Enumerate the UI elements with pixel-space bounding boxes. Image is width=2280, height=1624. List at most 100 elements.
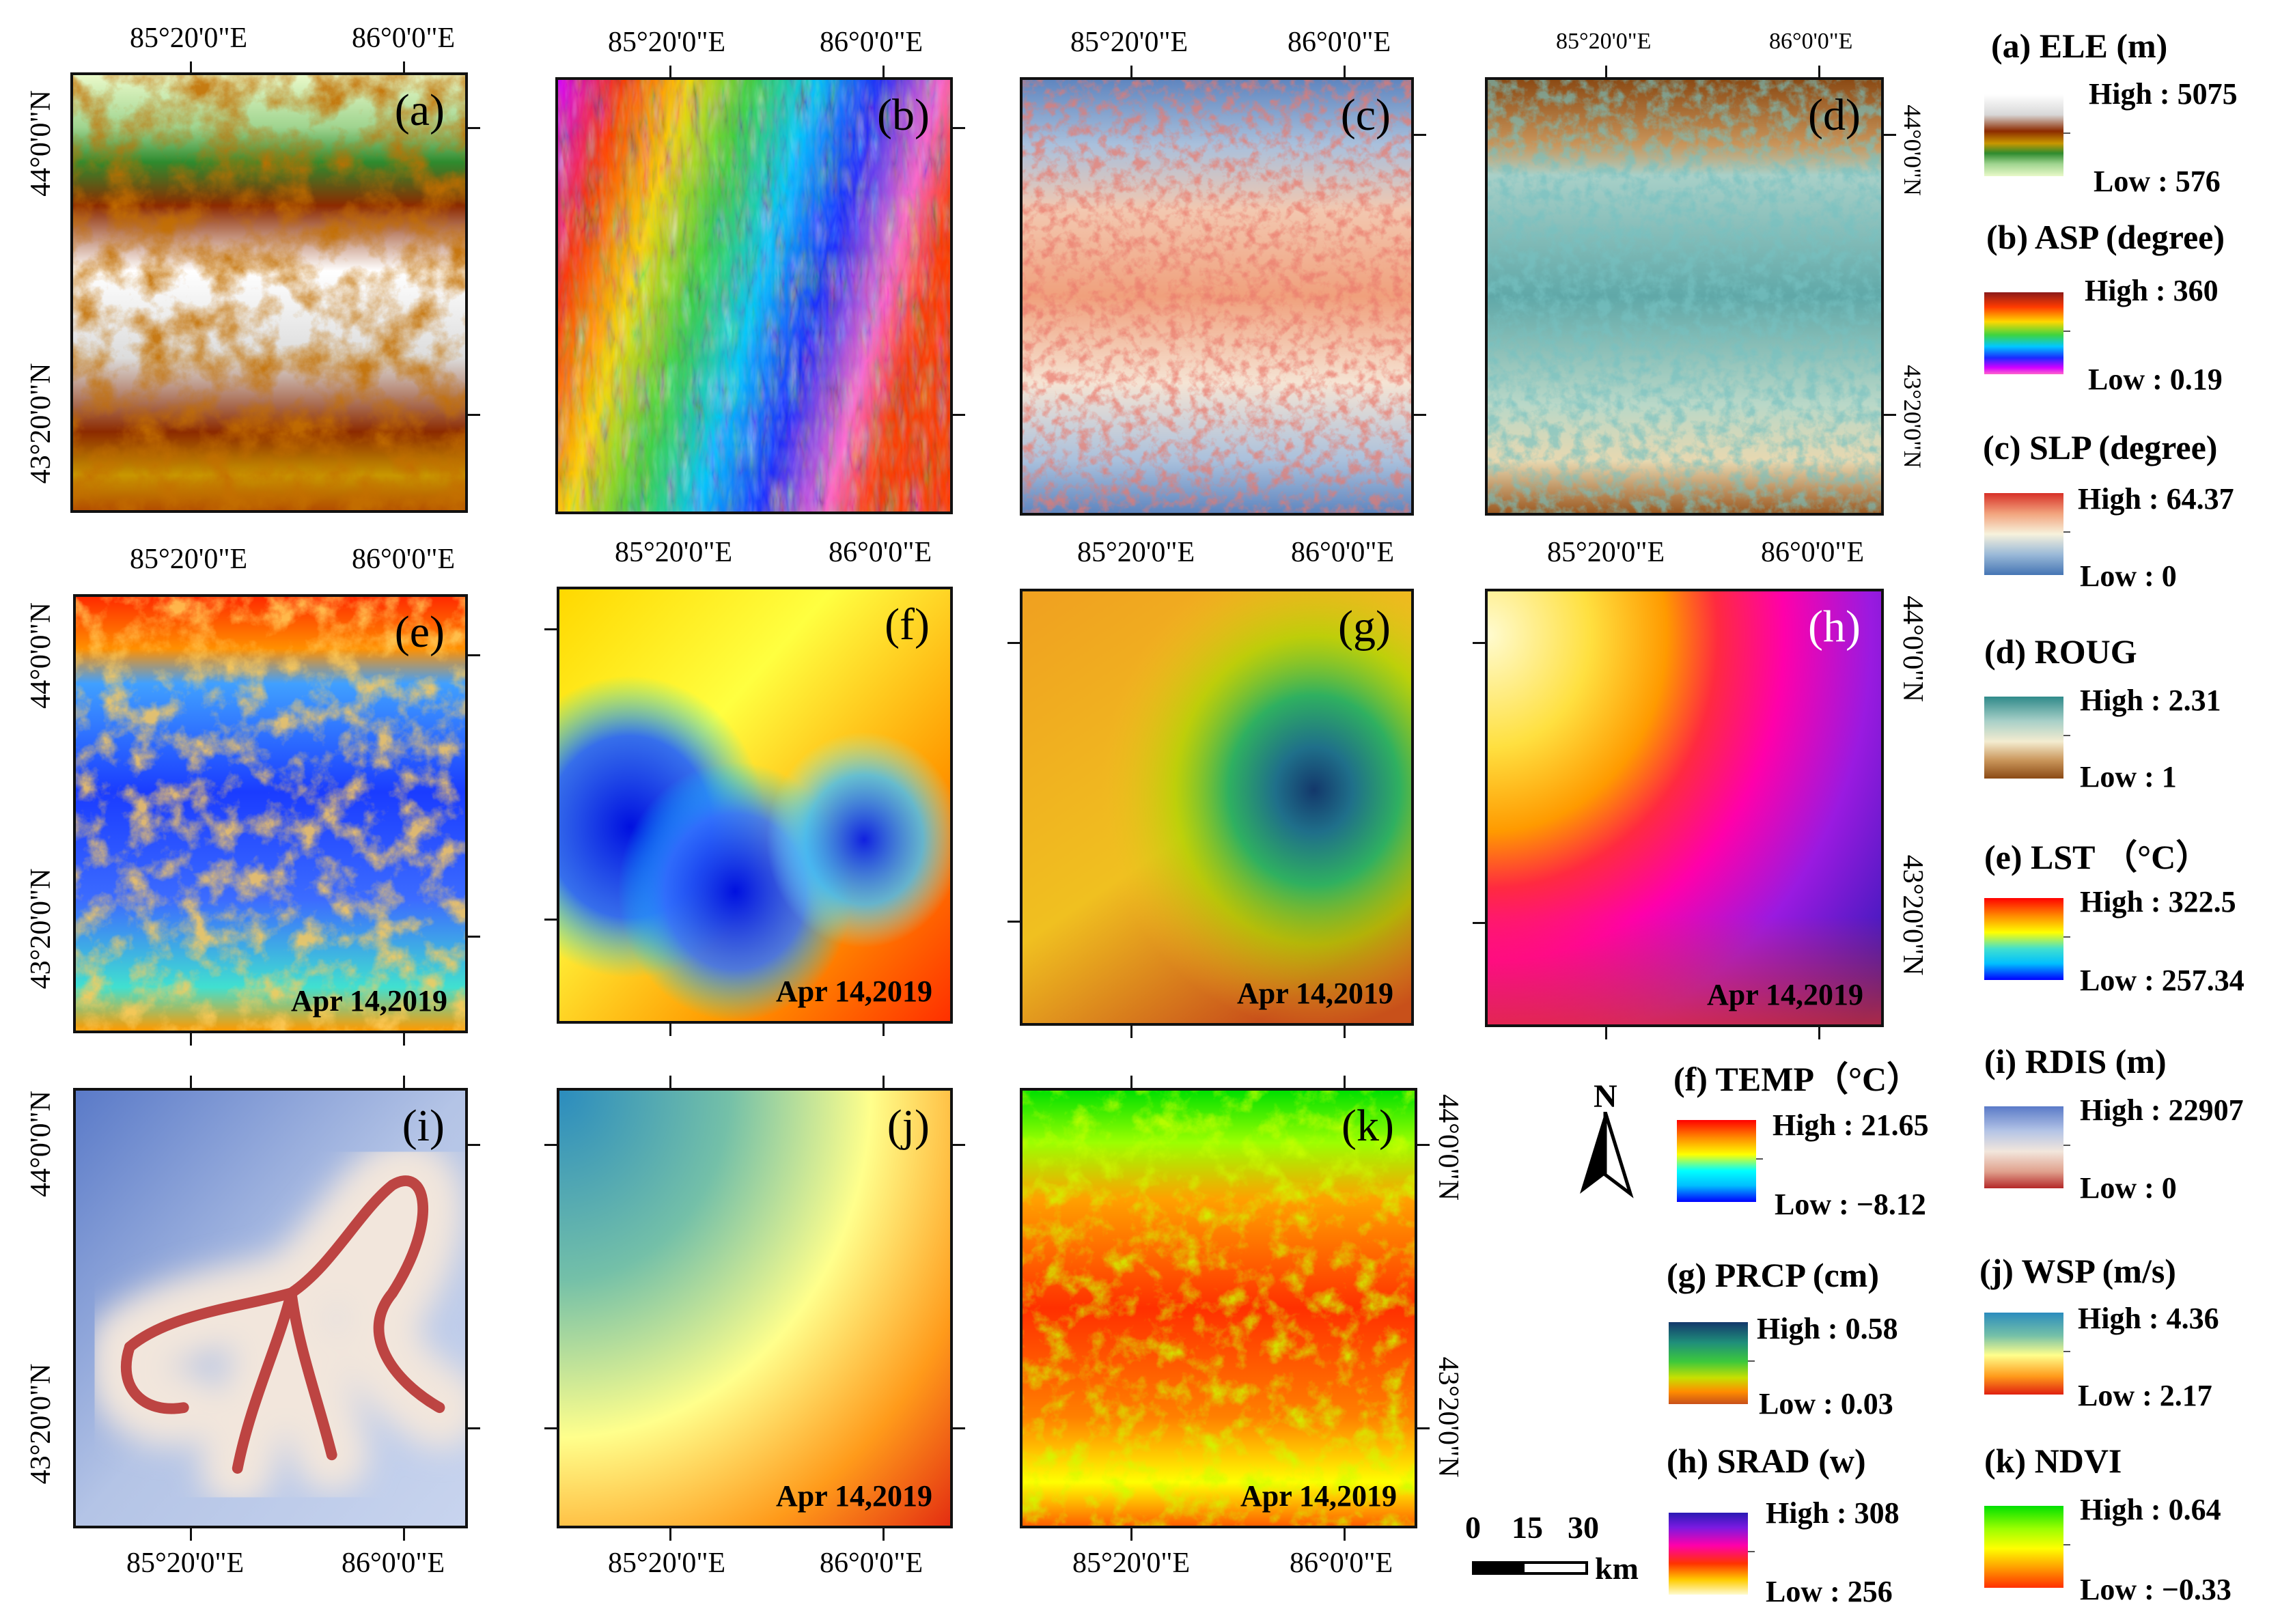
legend-title-g: (g) PRCP (cm) [1667,1256,1879,1294]
panel-label-a: (a) [394,85,445,135]
legend-bar-h [1669,1513,1755,1595]
legend-high-j: High : 4.36 [2078,1302,2219,1335]
panel-date-k: Apr 14,2019 [1240,1479,1397,1513]
lon-label: 85°20'0"E [1077,537,1195,568]
north-label: N [1594,1078,1617,1115]
map-ndvi-raster [1023,1091,1415,1526]
legend-high-e: High : 322.5 [2080,885,2236,919]
panel-label-b: (b) [877,90,930,140]
lat-label: 43°20'0"N [25,868,57,990]
lon-label: 86°0'0"E [820,27,923,58]
legend-bar-g [1669,1322,1755,1404]
panel-label-j: (j) [887,1101,930,1151]
legend-high-b: High : 360 [2085,274,2219,307]
lon-label: 85°20'0"E [130,544,248,575]
legend-low-a: Low : 576 [2094,165,2221,198]
legend-bar-a [1984,94,2070,176]
legend-bar-d [1984,697,2070,779]
map-panel-k: (k) Apr 14,2019 [1020,1088,1417,1528]
lon-label: 85°20'0"E [1072,1548,1191,1579]
legend-title-f: (f) TEMP（°C） [1673,1060,1921,1098]
lat-label: 43°20'0"N [1897,854,1928,976]
legend-bar-b [1984,292,2070,374]
panel-label-c: (c) [1340,90,1391,140]
legend-high-f: High : 21.65 [1772,1108,1929,1142]
scale-tick-15: 15 [1512,1510,1543,1545]
lon-label: 85°20'0"E [126,1548,245,1579]
legend-low-k: Low : −0.33 [2080,1573,2232,1606]
map-panel-g: (g) Apr 14,2019 [1020,589,1414,1026]
lon-label: 85°20'0"E [1070,27,1188,58]
legend-title-b: (b) ASP (degree) [1986,218,2225,256]
scale-bar-graphic [1472,1561,1588,1575]
panel-date-e: Apr 14,2019 [291,984,447,1018]
lon-label: 85°20'0"E [615,537,733,568]
legend-title-h: (h) SRAD (w) [1667,1442,1866,1480]
map-panel-c: (c) [1020,77,1414,516]
legend-low-j: Low : 2.17 [2078,1379,2212,1412]
scale-tick-0: 0 [1465,1510,1481,1545]
lon-label: 85°20'0"E [1556,29,1652,54]
panel-label-f: (f) [885,600,930,649]
panel-label-d: (d) [1808,90,1861,140]
map-temp-raster [559,589,950,1021]
map-panel-d: (d) [1485,77,1884,516]
legend-title-a: (a) ELE (m) [1991,27,2168,65]
legend-title-j: (j) WSP (m/s) [1979,1252,2176,1290]
map-rdis-raster [76,1091,465,1526]
lon-label: 85°20'0"E [130,23,248,54]
legend-title-i: (i) RDIS (m) [1984,1042,2167,1080]
lon-label: 85°20'0"E [608,27,726,58]
lon-label: 86°0'0"E [1290,1548,1393,1579]
legend-high-a: High : 5075 [2089,77,2238,111]
map-panel-e: (e) Apr 14,2019 [73,594,468,1033]
legend-low-e: Low : 257.34 [2080,964,2244,997]
lon-label: 86°0'0"E [342,1548,445,1579]
legend-low-f: Low : −8.12 [1775,1188,1926,1221]
legend-high-c: High : 64.37 [2078,482,2234,516]
lat-label: 43°20'0"N [25,363,57,484]
panel-label-e: (e) [394,607,445,657]
panel-date-f: Apr 14,2019 [776,975,932,1008]
map-panel-h: (h) Apr 14,2019 [1485,589,1884,1027]
map-panel-i: (i) [73,1088,468,1528]
map-lst-raster [76,597,465,1031]
legend-bar-k [1984,1506,2070,1588]
legend-low-i: Low : 0 [2080,1171,2177,1205]
lon-label: 86°0'0"E [1288,27,1391,58]
legend-high-h: High : 308 [1766,1496,1900,1530]
legend-bar-e [1984,898,2070,980]
map-panel-f: (f) Apr 14,2019 [557,587,953,1024]
legend-high-k: High : 0.64 [2080,1493,2221,1526]
panel-label-h: (h) [1808,602,1861,652]
lat-label: 44°0'0"N [1899,104,1926,196]
panel-date-g: Apr 14,2019 [1237,977,1393,1010]
scale-bar: 0 15 30 km [1465,1509,1656,1591]
legend-title-e: (e) LST （°C） [1984,838,2210,876]
legend-bar-f [1677,1120,1763,1202]
lon-label: 86°0'0"E [352,23,456,54]
panel-date-h: Apr 14,2019 [1707,978,1863,1011]
legend-title-d: (d) ROUG [1984,632,2137,671]
map-asp-raster [558,80,950,512]
lon-label: 86°0'0"E [1291,537,1395,568]
lat-label: 44°0'0"N [25,90,57,197]
lat-label: 44°0'0"N [1897,596,1928,702]
lon-label: 86°0'0"E [1769,29,1853,54]
lat-label: 44°0'0"N [25,1091,57,1197]
map-slp-raster [1023,80,1411,513]
lon-label: 86°0'0"E [829,537,932,568]
lon-label: 85°20'0"E [1547,537,1665,568]
legend-high-g: High : 0.58 [1757,1312,1898,1345]
legend-title-k: (k) NDVI [1984,1442,2122,1480]
legend-low-d: Low : 1 [2080,760,2177,794]
lat-label: 43°20'0"N [1432,1356,1464,1478]
lat-label: 43°20'0"N [1899,365,1926,468]
scale-tick-30: 30 [1568,1510,1599,1545]
north-arrow-icon [1580,1112,1634,1199]
lat-label: 44°0'0"N [25,602,57,709]
map-panel-b: (b) [555,77,953,514]
legend-high-d: High : 2.31 [2080,684,2221,717]
panel-label-g: (g) [1338,602,1391,652]
map-panel-a: (a) [70,72,468,513]
